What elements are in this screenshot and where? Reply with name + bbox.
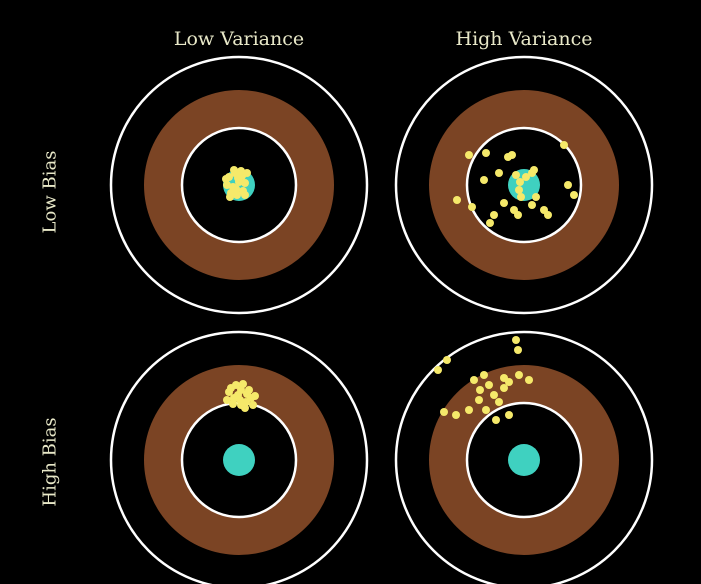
- outer-ring: [394, 55, 654, 315]
- shot-point: [528, 201, 536, 209]
- target-low-bias-high-variance: [394, 55, 654, 315]
- shot-point: [528, 169, 536, 177]
- shot-point: [482, 406, 490, 414]
- shot-point: [475, 396, 483, 404]
- column-label-high-variance: High Variance: [455, 28, 593, 50]
- shots-low-bias-low-variance: [222, 166, 251, 201]
- shot-point: [515, 186, 523, 194]
- shot-point: [237, 401, 245, 409]
- shot-point: [470, 376, 478, 384]
- shot-point: [241, 191, 249, 199]
- shot-point: [239, 380, 247, 388]
- shot-point: [515, 371, 523, 379]
- shot-point: [512, 171, 520, 179]
- target-high-bias-high-variance: [394, 330, 654, 584]
- shot-point: [482, 149, 490, 157]
- shot-point: [485, 381, 493, 389]
- outer-ring: [394, 330, 654, 584]
- bullseye: [508, 444, 540, 476]
- shot-point: [514, 346, 522, 354]
- shot-point: [514, 211, 522, 219]
- shot-point: [495, 398, 503, 406]
- shot-point: [490, 211, 498, 219]
- shot-point: [512, 336, 520, 344]
- bullseye: [223, 444, 255, 476]
- shot-point: [480, 176, 488, 184]
- shots-high-bias-low-variance: [223, 380, 259, 412]
- shot-point: [522, 173, 530, 181]
- shot-point: [223, 396, 231, 404]
- shot-point: [226, 193, 234, 201]
- shot-point: [234, 174, 242, 182]
- shot-point: [480, 371, 488, 379]
- shot-point: [532, 193, 540, 201]
- shot-point: [560, 141, 568, 149]
- shot-point: [500, 199, 508, 207]
- shot-point: [516, 178, 524, 186]
- shot-point: [570, 191, 578, 199]
- shot-point: [241, 179, 249, 187]
- shot-point: [452, 411, 460, 419]
- shot-point: [232, 185, 240, 193]
- outer-ring: [109, 55, 369, 315]
- shot-point: [434, 366, 442, 374]
- shot-point: [229, 400, 237, 408]
- shot-point: [505, 411, 513, 419]
- shot-point: [222, 175, 230, 183]
- shot-point: [476, 386, 484, 394]
- shot-point: [564, 181, 572, 189]
- inner-ring: [465, 401, 583, 519]
- shot-point: [500, 384, 508, 392]
- shot-point: [453, 196, 461, 204]
- shot-point: [500, 374, 508, 382]
- shots-low-bias-high-variance: [453, 141, 578, 227]
- outer-ring: [109, 330, 369, 584]
- shot-point: [495, 169, 503, 177]
- inner-ring: [465, 126, 583, 244]
- shot-point: [486, 219, 494, 227]
- shot-point: [525, 376, 533, 384]
- shot-point: [540, 206, 548, 214]
- shot-point: [249, 401, 257, 409]
- shot-point: [490, 391, 498, 399]
- shot-point: [440, 408, 448, 416]
- inner-ring: [180, 126, 298, 244]
- shot-point: [504, 153, 512, 161]
- shot-point: [492, 416, 500, 424]
- column-label-low-variance: Low Variance: [173, 28, 305, 50]
- shot-point: [225, 388, 233, 396]
- shot-point: [517, 193, 525, 201]
- shot-point: [234, 391, 242, 399]
- target-high-bias-low-variance: [109, 330, 369, 584]
- shot-point: [245, 386, 253, 394]
- shot-point: [232, 381, 240, 389]
- shot-point: [465, 406, 473, 414]
- shot-point: [468, 203, 476, 211]
- shots-high-bias-high-variance: [434, 336, 533, 424]
- shot-point: [230, 166, 238, 174]
- shot-point: [251, 392, 259, 400]
- shot-point: [233, 191, 241, 199]
- shot-point: [443, 356, 451, 364]
- shot-point: [465, 151, 473, 159]
- shot-point: [237, 167, 245, 175]
